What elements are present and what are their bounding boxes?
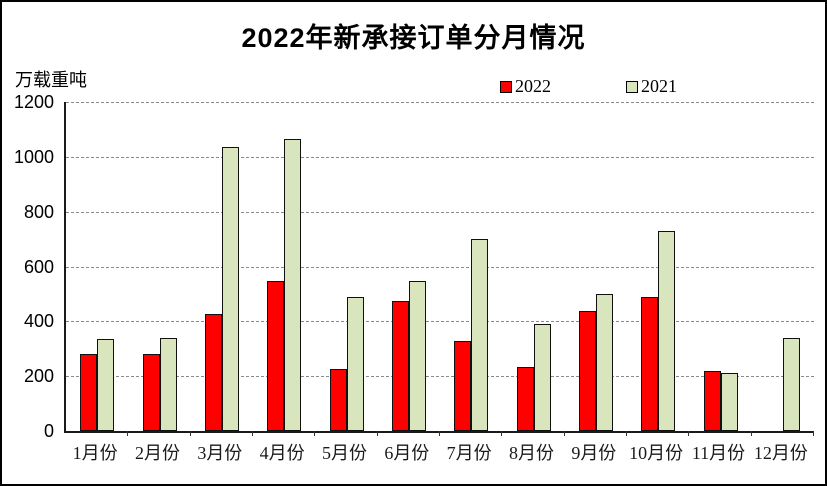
x-axis-tick xyxy=(189,431,191,436)
x-axis-tick xyxy=(626,431,627,436)
bar-2022-month-2 xyxy=(142,354,160,431)
x-tick-label-month-5: 5月份 xyxy=(321,443,367,463)
y-tick-label-800: 800 xyxy=(23,201,54,222)
x-tick-label-month-3: 3月份 xyxy=(197,443,243,463)
x-axis-tick xyxy=(314,431,316,436)
bar-2021-month-3 xyxy=(221,146,239,431)
x-axis-tick xyxy=(563,431,565,436)
x-tick-label-month-2: 2月份 xyxy=(134,443,180,463)
bar-2021-month-5 xyxy=(346,296,364,431)
bar-2021-month-11 xyxy=(720,372,738,431)
x-axis-tick xyxy=(376,431,378,436)
bar-2022-month-5 xyxy=(329,368,347,431)
y-tick-label-1000: 1000 xyxy=(13,146,54,167)
bar-2021-month-4 xyxy=(284,139,302,431)
x-axis-tick xyxy=(439,431,440,436)
x-tick-label-month-10: 10月份 xyxy=(629,443,684,463)
x-tick-label-month-9: 9月份 xyxy=(571,443,617,463)
bar-2022-month-8 xyxy=(516,367,534,431)
x-tick-label-month-12: 12月份 xyxy=(753,443,808,463)
x-axis-tick xyxy=(127,431,129,436)
legend-item-2021: 2021 xyxy=(626,76,677,97)
bar-2021-month-7 xyxy=(471,239,489,431)
x-axis-tick xyxy=(813,431,814,436)
y-tick-label-1200: 1200 xyxy=(13,92,54,112)
y-tick-label-600: 600 xyxy=(23,256,54,277)
chart-title: 2022年新承接订单分月情况 xyxy=(241,23,586,53)
legend-item-2022: 2022 xyxy=(500,76,551,97)
x-tick-label-month-7: 7月份 xyxy=(446,443,492,463)
bar-2022-month-3 xyxy=(204,313,222,431)
bar-2022-month-9 xyxy=(578,310,596,431)
gridline-400 xyxy=(66,321,814,323)
x-tick-label-month-11: 11月份 xyxy=(691,443,746,463)
bar-2021-month-12 xyxy=(782,337,800,431)
x-tick-label-month-8: 8月份 xyxy=(508,443,554,463)
legend-label-2021: 2021 xyxy=(641,76,677,96)
x-tick-label-month-6: 6月份 xyxy=(384,443,430,463)
y-tick-label-400: 400 xyxy=(23,311,54,332)
legend-label-2022: 2022 xyxy=(515,76,551,96)
x-axis-tick xyxy=(750,431,752,436)
bar-2022-month-1 xyxy=(80,354,98,431)
bar-2021-month-1 xyxy=(97,338,115,431)
bar-2021-month-6 xyxy=(408,280,426,431)
gridline-200 xyxy=(66,376,814,378)
bar-2021-month-8 xyxy=(533,324,551,431)
y-tick-label-0: 0 xyxy=(43,421,54,441)
bar-2021-month-2 xyxy=(159,337,177,431)
x-tick-label-month-4: 4月份 xyxy=(259,443,305,463)
x-axis-tick xyxy=(501,431,503,436)
legend-swatch-2021-icon xyxy=(626,80,638,93)
gridline-1000 xyxy=(66,156,814,158)
bar-2021-month-10 xyxy=(658,230,676,431)
y-axis-unit-label: 万载重吨 xyxy=(15,70,87,90)
bar-2022-month-4 xyxy=(267,281,285,431)
gridline-800 xyxy=(66,211,814,213)
bar-2021-month-9 xyxy=(595,293,613,431)
bar-2022-month-7 xyxy=(454,341,472,431)
legend-swatch-2022-icon xyxy=(500,80,512,93)
gridline-600 xyxy=(66,266,814,268)
x-tick-label-month-1: 1月份 xyxy=(72,443,118,463)
bar-2022-month-11 xyxy=(703,371,721,431)
y-tick-label-200: 200 xyxy=(23,366,54,387)
x-axis-tick xyxy=(252,431,253,436)
x-axis-tick xyxy=(688,431,690,436)
plot-area xyxy=(64,102,814,436)
gridline-1200 xyxy=(66,102,814,103)
bar-2022-month-10 xyxy=(641,296,659,431)
bar-2022-month-6 xyxy=(391,301,409,431)
